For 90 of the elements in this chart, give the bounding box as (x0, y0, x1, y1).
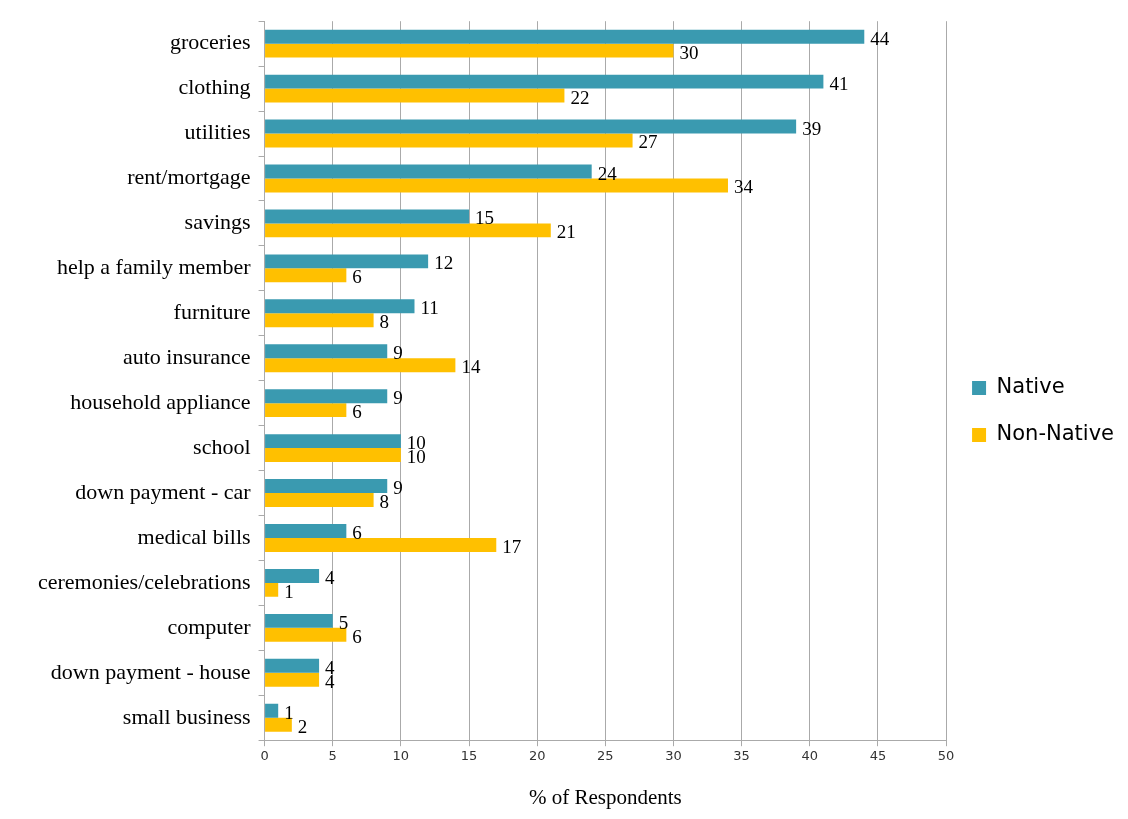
data-label: 9 (393, 342, 403, 364)
bar (265, 479, 388, 494)
data-label: 30 (679, 41, 699, 63)
y-tick-label: clothing (178, 74, 251, 100)
x-tick-label: 20 (528, 748, 546, 764)
data-label: 11 (420, 297, 439, 319)
bar (265, 223, 551, 238)
x-tick-label: 30 (665, 748, 682, 764)
data-label: 9 (393, 387, 403, 409)
data-label: 1 (284, 701, 294, 723)
legend-label: Non-Native (996, 421, 1115, 446)
y-tick-label: down payment - house (50, 658, 251, 684)
bar (265, 133, 633, 148)
data-label: 27 (638, 131, 658, 153)
data-label: 22 (570, 86, 590, 108)
data-label: 6 (352, 401, 362, 423)
bar (265, 403, 347, 418)
data-label: 6 (352, 266, 362, 288)
bar (265, 344, 388, 359)
bar (265, 448, 401, 463)
bar (265, 537, 497, 552)
bar (265, 568, 320, 583)
bar (265, 658, 320, 673)
data-label: 9 (393, 477, 403, 499)
data-label: 41 (829, 72, 849, 94)
data-label: 24 (597, 162, 618, 184)
y-tick-label: groceries (169, 29, 251, 55)
y-tick-label: furniture (173, 299, 251, 325)
bar (265, 43, 674, 58)
data-label: 4 (325, 566, 336, 588)
bar (265, 524, 347, 538)
x-tick-label: 5 (328, 748, 337, 764)
bar (265, 493, 374, 507)
data-label: 15 (475, 207, 495, 229)
x-tick-label: 35 (733, 748, 750, 764)
bar (265, 389, 388, 404)
bar (265, 88, 565, 103)
bar (265, 313, 374, 328)
x-tick-label: 15 (460, 748, 478, 764)
bar (265, 74, 824, 89)
bar (265, 254, 429, 269)
bar (265, 627, 347, 642)
bar (265, 178, 728, 193)
x-tick-label: 50 (937, 748, 955, 764)
bar (265, 358, 456, 373)
y-tick-label: rent/mortgage (127, 164, 251, 190)
data-label: 5 (338, 611, 349, 633)
data-label: 1 (284, 580, 294, 602)
legend-label: Native (996, 374, 1065, 399)
data-label: 6 (352, 625, 362, 647)
data-label: 21 (556, 221, 576, 243)
x-tick-label: 45 (869, 748, 887, 764)
y-tick-label: small business (122, 703, 251, 729)
data-label: 34 (733, 176, 754, 198)
data-label: 44 (870, 27, 890, 49)
x-axis-title: % of Respondents (528, 784, 682, 809)
x-tick-label: 10 (392, 748, 410, 764)
data-label: 39 (802, 117, 822, 139)
y-tick-label: medical bills (137, 523, 251, 549)
data-label: 12 (434, 252, 454, 274)
y-tick-label: household appliance (70, 388, 251, 414)
y-tick-label: ceremonies/celebrations (37, 568, 251, 594)
bar (265, 119, 797, 134)
x-tick-label: 25 (597, 748, 614, 764)
x-tick-label: 40 (801, 748, 819, 764)
bar (265, 582, 279, 597)
bar (265, 717, 292, 732)
bar (265, 29, 865, 44)
y-tick-label: utilities (184, 119, 251, 145)
bar (265, 209, 470, 224)
y-tick-label: computer (167, 613, 252, 639)
bar (265, 164, 592, 179)
y-tick-label: down payment - car (75, 478, 252, 504)
bar (265, 703, 279, 718)
y-tick-label: school (193, 433, 251, 459)
bar (265, 434, 401, 449)
y-tick-label: savings (184, 209, 251, 235)
y-tick-label: auto insurance (122, 344, 251, 370)
data-label: 6 (352, 522, 362, 543)
data-label: 14 (461, 356, 481, 378)
x-tick-label: 0 (260, 748, 269, 764)
data-label: 2 (297, 715, 308, 737)
data-label: 8 (379, 490, 390, 512)
bar (265, 299, 415, 314)
bar (265, 672, 320, 687)
bar (265, 613, 333, 628)
y-tick-label: help a family member (56, 254, 252, 280)
data-label: 17 (502, 535, 522, 557)
data-label: 8 (379, 311, 390, 333)
bar (265, 268, 347, 283)
